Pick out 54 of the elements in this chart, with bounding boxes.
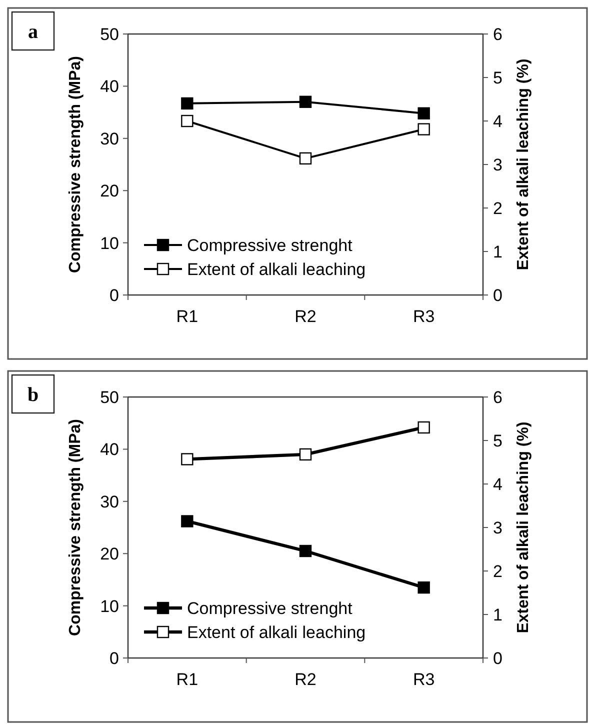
legend-label: Extent of alkali leaching (187, 622, 366, 642)
y-tick-label: 50 (100, 24, 119, 44)
point (418, 107, 430, 120)
y-tick-label: 20 (100, 182, 119, 201)
y-tick-label: 0 (110, 286, 119, 305)
point (299, 448, 312, 461)
y2-tick-label: 2 (493, 562, 502, 581)
y2-tick-label: 5 (493, 431, 502, 450)
y2-tick-label: 3 (493, 155, 502, 174)
y2-tick-label: 4 (493, 474, 502, 494)
y2-axis-title: Extent of alkali leaching (%) (515, 58, 532, 270)
point (181, 515, 194, 528)
legend-label: Extent of alkali leaching (187, 260, 366, 279)
x-tick-label: R1 (176, 670, 198, 689)
legend-label: Compressive strenght (187, 236, 353, 255)
y2-tick-label: 1 (493, 605, 502, 624)
y2-tick-label: 5 (493, 68, 502, 88)
y2-tick-label: 6 (493, 388, 502, 407)
legend-label: Compressive strenght (187, 598, 353, 618)
x-tick-label: R2 (294, 307, 316, 326)
y2-tick-label: 3 (493, 518, 502, 538)
y-tick-label: 50 (100, 388, 119, 407)
x-tick-label: R2 (294, 670, 316, 689)
y2-tick-label: 1 (493, 242, 502, 262)
y-tick-label: 30 (100, 129, 119, 148)
y-axis-title: Compressive strength (MPa) (67, 56, 84, 273)
point (299, 96, 312, 108)
y-tick-label: 10 (100, 234, 119, 253)
point (418, 123, 430, 136)
point (181, 453, 194, 466)
y-tick-label: 0 (110, 648, 119, 668)
chart-title: b (27, 384, 39, 406)
y2-tick-label: 0 (493, 286, 502, 305)
y2-axis-title: Extent of alkali leaching (%) (515, 422, 532, 634)
point (181, 97, 194, 110)
point (299, 544, 312, 558)
x-tick-label: R1 (176, 307, 198, 326)
y2-tick-label: 6 (493, 24, 502, 44)
point (418, 421, 430, 434)
y-tick-label: 40 (100, 77, 119, 96)
chart-title: a (28, 21, 38, 43)
y-tick-label: 20 (100, 544, 119, 564)
y-tick-label: 10 (100, 596, 119, 616)
y-axis-title: Compressive strength (MPa) (67, 419, 84, 636)
point (418, 581, 430, 594)
y-tick-label: 30 (100, 492, 119, 512)
point (299, 152, 312, 165)
y2-tick-label: 4 (493, 112, 502, 131)
x-tick-label: R3 (412, 307, 435, 326)
y2-tick-label: 2 (493, 198, 502, 218)
x-tick-label: R3 (412, 670, 435, 689)
y-tick-label: 40 (100, 440, 119, 460)
y2-tick-label: 0 (493, 648, 502, 668)
point (181, 114, 194, 128)
